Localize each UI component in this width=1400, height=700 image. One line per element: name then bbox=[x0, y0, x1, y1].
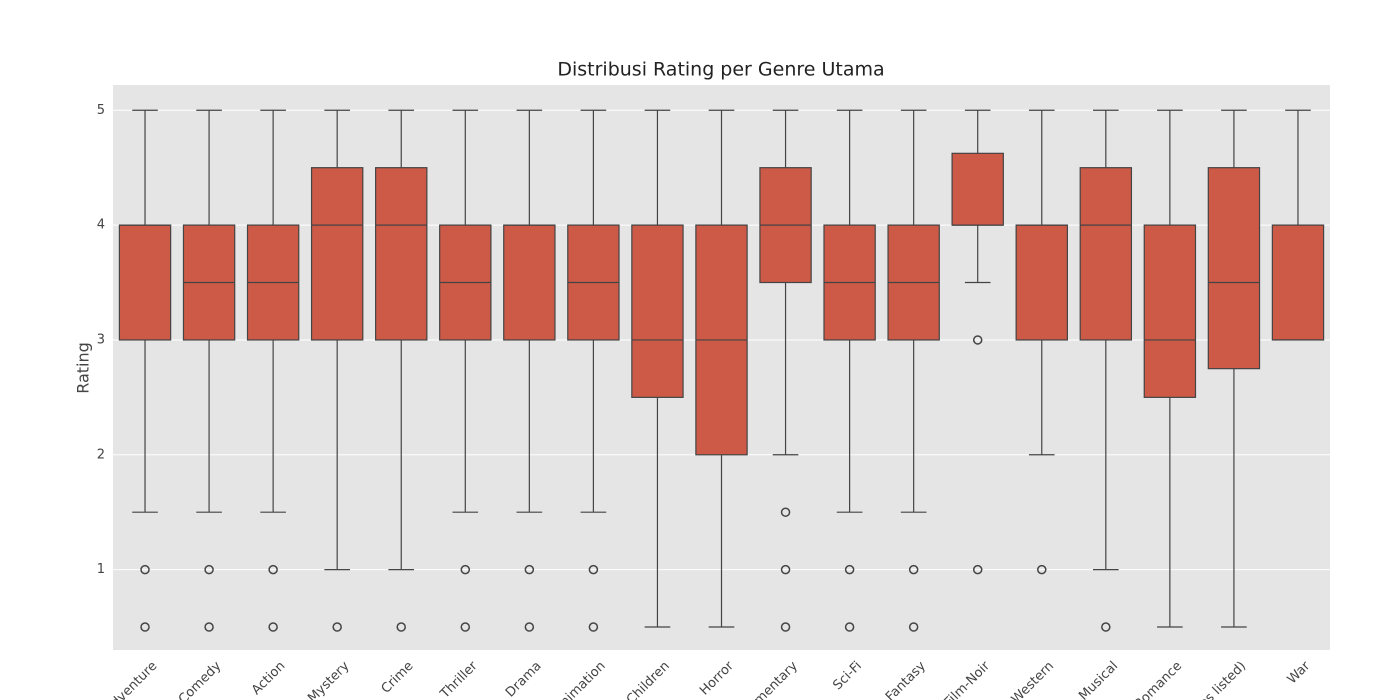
outlier bbox=[140, 564, 150, 575]
x-tick-label: War bbox=[1285, 658, 1314, 687]
x-tick-label: Adventure bbox=[102, 659, 160, 700]
x-tick-label: Sci-Fi bbox=[830, 659, 865, 694]
x-tick-label: Film-Noir bbox=[942, 658, 994, 700]
x-tick-label: Crime bbox=[379, 659, 417, 697]
outlier bbox=[588, 622, 599, 632]
outlier bbox=[460, 622, 471, 632]
outlier bbox=[204, 622, 214, 632]
outlier bbox=[140, 622, 150, 632]
outlier bbox=[972, 564, 983, 575]
x-tick-label: Western bbox=[1009, 659, 1057, 700]
x-tick-label: Animation bbox=[551, 659, 608, 700]
box bbox=[375, 167, 428, 341]
outlier bbox=[396, 622, 406, 632]
x-tick-label: Mystery bbox=[305, 658, 352, 700]
box bbox=[1207, 167, 1261, 370]
box bbox=[310, 167, 364, 341]
box bbox=[1015, 224, 1068, 341]
outlier bbox=[268, 622, 278, 632]
outlier bbox=[268, 564, 278, 575]
y-tick-label: 5 bbox=[97, 103, 105, 118]
box bbox=[118, 224, 172, 341]
x-tick-label: Action bbox=[249, 659, 288, 698]
box bbox=[631, 224, 684, 398]
outlier bbox=[1037, 564, 1047, 575]
outlier bbox=[588, 564, 599, 575]
x-tick-label: Horror bbox=[697, 658, 737, 698]
x-tick-label: Comedy bbox=[176, 658, 225, 700]
outlier bbox=[844, 622, 855, 632]
outlier bbox=[524, 564, 535, 575]
box bbox=[503, 224, 556, 341]
box bbox=[1143, 224, 1197, 398]
outlier bbox=[780, 622, 791, 632]
x-tick-label: Fantasy bbox=[883, 658, 929, 700]
x-tick-label: Thriller bbox=[437, 658, 481, 700]
y-tick-label: 2 bbox=[97, 447, 105, 462]
chart-title: Distribusi Rating per Genre Utama bbox=[557, 59, 884, 81]
y-tick-label: 1 bbox=[97, 562, 105, 577]
box bbox=[1079, 167, 1133, 341]
y-tick-label: 4 bbox=[97, 218, 105, 233]
outlier bbox=[780, 564, 791, 575]
outlier bbox=[460, 564, 471, 575]
x-tick-label: Children bbox=[624, 659, 673, 700]
x-tick-label: Documentary bbox=[728, 658, 801, 700]
y-tick-label: 3 bbox=[97, 332, 105, 347]
outlier bbox=[908, 564, 919, 575]
outlier bbox=[780, 507, 791, 517]
box bbox=[1271, 224, 1325, 341]
x-tick-label: Musical bbox=[1076, 659, 1121, 700]
y-axis-label: Rating bbox=[74, 342, 93, 394]
outlier bbox=[524, 622, 535, 632]
x-tick-label: Romance bbox=[1132, 659, 1185, 700]
outlier bbox=[332, 622, 342, 632]
x-tick-label: Drama bbox=[503, 659, 545, 700]
outlier bbox=[844, 564, 855, 575]
outlier bbox=[204, 564, 214, 575]
outlier bbox=[972, 335, 983, 345]
box bbox=[951, 152, 1004, 226]
outlier bbox=[908, 622, 919, 632]
outlier bbox=[1101, 622, 1111, 632]
